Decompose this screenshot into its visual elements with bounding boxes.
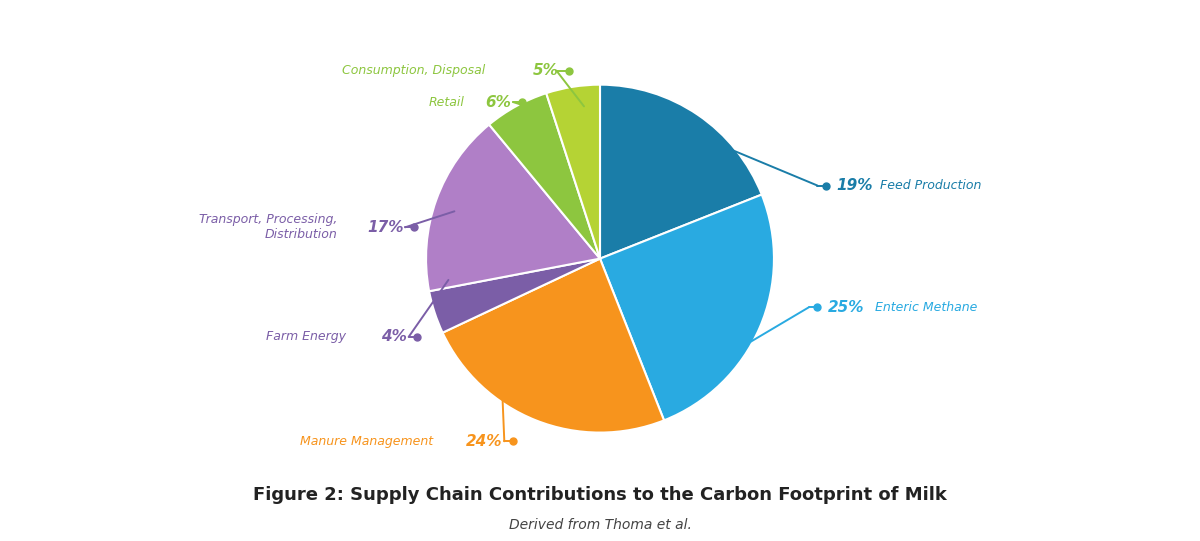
Text: 17%: 17%: [367, 220, 403, 235]
Wedge shape: [443, 259, 664, 433]
Text: Feed Production: Feed Production: [880, 179, 982, 192]
Wedge shape: [546, 84, 600, 259]
Text: Transport, Processing,
Distribution: Transport, Processing, Distribution: [199, 213, 337, 241]
Wedge shape: [600, 195, 774, 420]
Text: Farm Energy: Farm Energy: [266, 331, 346, 344]
Text: 5%: 5%: [533, 63, 558, 78]
Text: Manure Management: Manure Management: [300, 435, 433, 448]
Text: 19%: 19%: [836, 178, 874, 193]
Text: 25%: 25%: [828, 300, 864, 315]
Text: Retail: Retail: [428, 96, 464, 109]
Text: 6%: 6%: [486, 95, 511, 109]
Wedge shape: [490, 93, 600, 259]
Text: Consumption, Disposal: Consumption, Disposal: [342, 64, 485, 77]
Text: Figure 2: Supply Chain Contributions to the Carbon Footprint of Milk: Figure 2: Supply Chain Contributions to …: [253, 486, 947, 504]
Wedge shape: [426, 124, 600, 291]
Text: Derived from Thoma et al.: Derived from Thoma et al.: [509, 518, 691, 532]
Wedge shape: [430, 259, 600, 333]
Wedge shape: [600, 84, 762, 259]
Text: 24%: 24%: [466, 434, 503, 449]
Text: 4%: 4%: [382, 329, 407, 345]
Text: Enteric Methane: Enteric Methane: [875, 301, 977, 314]
